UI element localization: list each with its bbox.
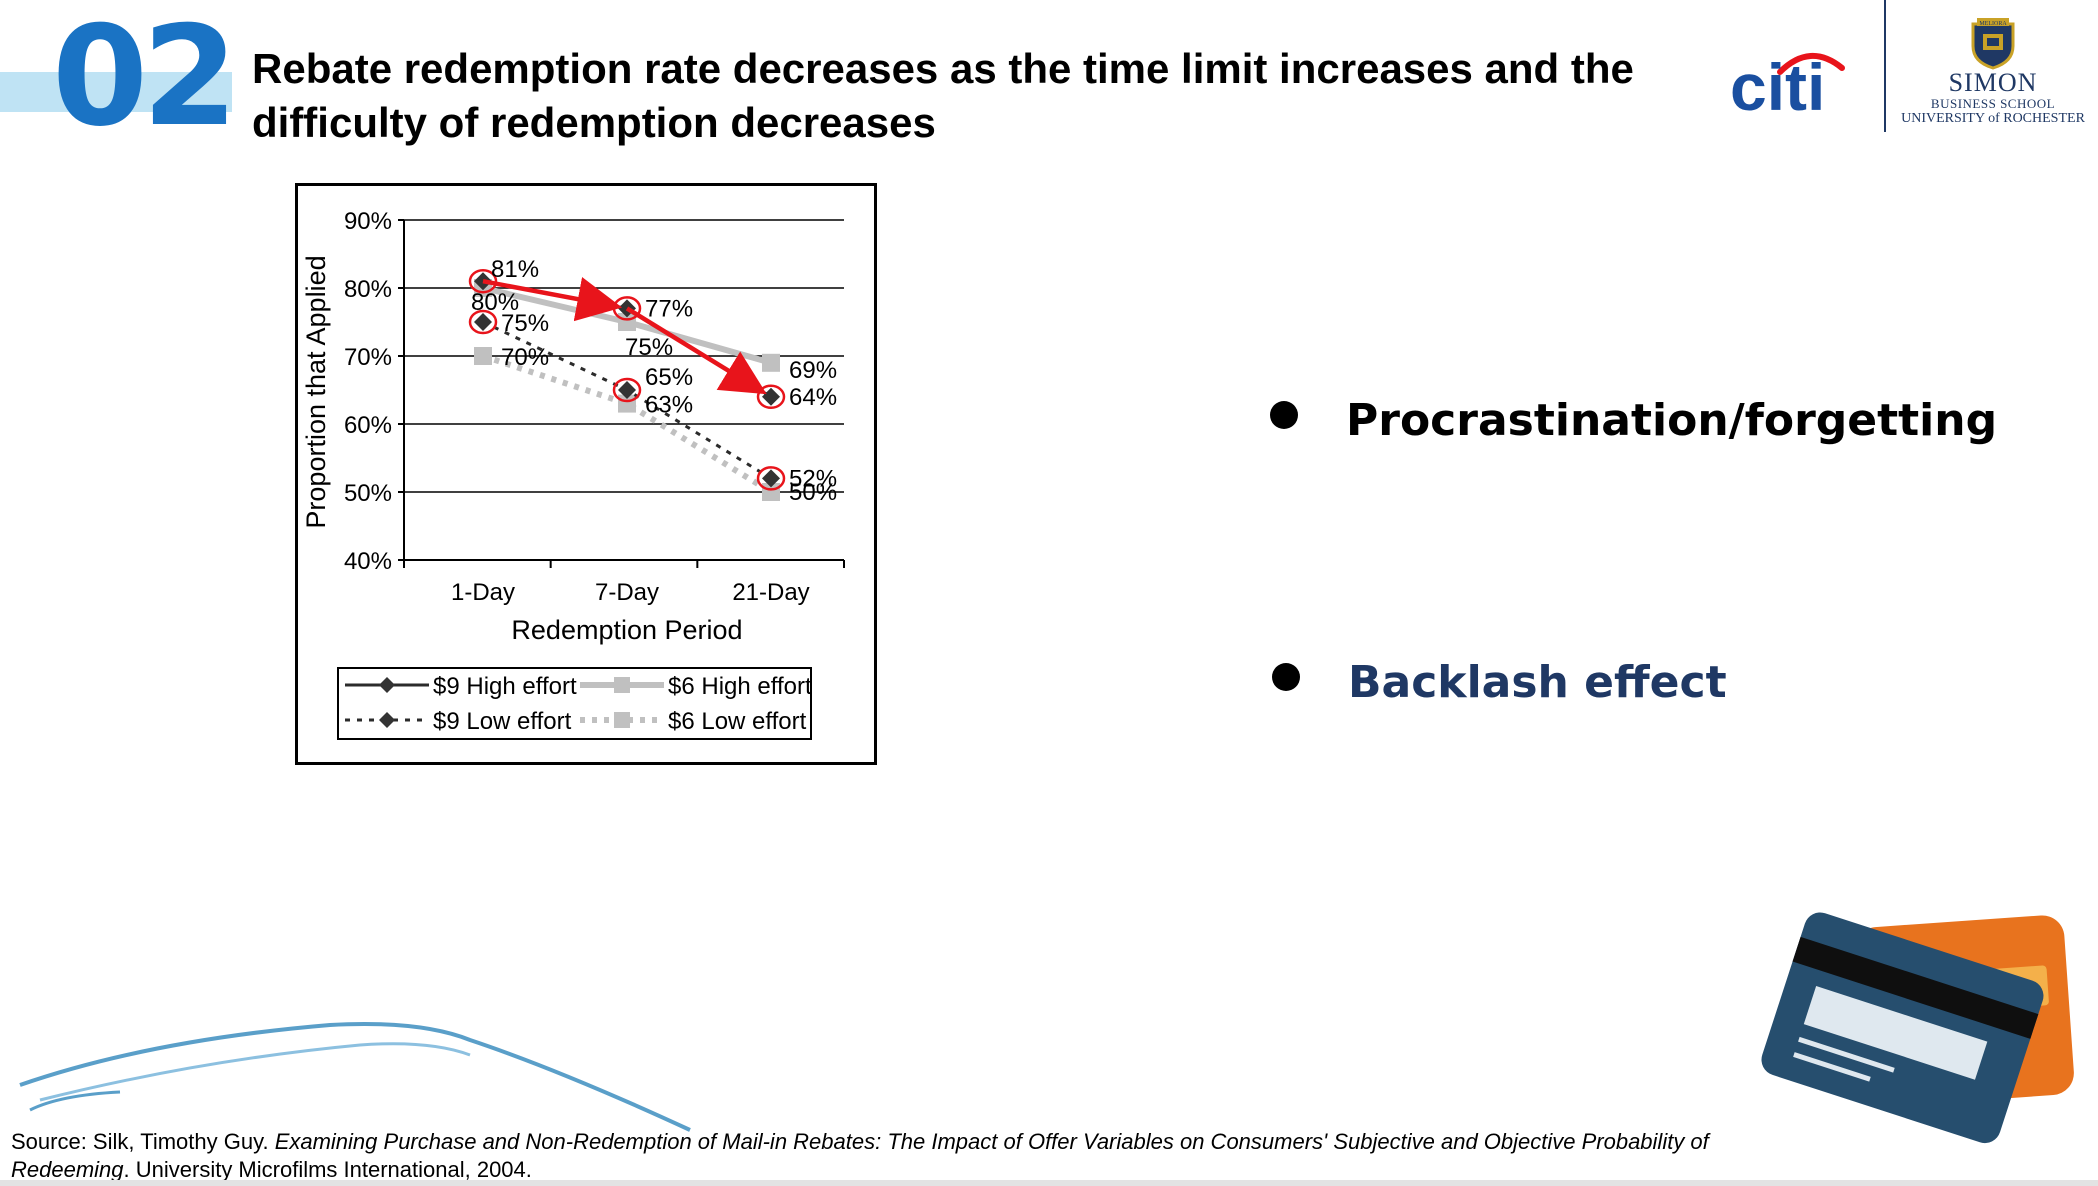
red-highlight-circle (756, 384, 786, 410)
line-chart: 40% 50% 60% 70% 80% 90% 1-Day 7-Day 21-Day 81% 77… (301, 208, 845, 740)
y-tick-label: 90% (344, 208, 392, 235)
source-title: Examining Purchase and Non-Redemption of… (11, 1129, 1709, 1182)
legend-square-icon (614, 677, 630, 693)
y-tick-label: 70% (344, 344, 392, 371)
data-point-square (474, 347, 492, 365)
credit-card-illustration (1761, 912, 2074, 1144)
simon-name: SIMON (1948, 68, 2038, 97)
bullet-item-procrastination: Procrastination/forgetting (1270, 395, 1997, 446)
bullet-item-backlash: Backlash effect (1272, 657, 1727, 708)
data-point-diamond (762, 469, 780, 488)
legend-square-icon (614, 712, 630, 728)
citi-logo: citi (1730, 50, 1845, 118)
red-highlight-circle (468, 309, 498, 335)
x-tick-label: 7-Day (595, 579, 659, 606)
legend-box (337, 667, 812, 740)
citi-logo-text: citi (1730, 50, 1825, 118)
chart-axes: 40% 50% 60% 70% 80% 90% 1-Day 7-Day 21-Day (344, 208, 845, 606)
data-label: 52% (789, 465, 837, 492)
data-label: 63% (645, 392, 693, 419)
x-tick-label: 21-Day (732, 579, 809, 606)
red-trend-arrow (482, 277, 623, 322)
x-axis-title: Redemption Period (511, 615, 742, 645)
bullet-label: Procrastination/forgetting (1346, 395, 1998, 446)
simon-business-school-logo: MELIORA SIMON BUSINESS SCHOOL UNIVERSITY… (1898, 14, 2088, 132)
blue-card-icon (1761, 912, 2044, 1144)
data-label: 77% (645, 295, 693, 322)
red-highlight-circle (612, 296, 642, 321)
red-highlight-circle (756, 466, 786, 491)
university-crest-icon: MELIORA (1971, 18, 2015, 70)
data-point-diamond (618, 381, 636, 399)
legend-label: $6 Low effort (668, 708, 807, 735)
x-tick-label: 1-Day (451, 579, 515, 606)
y-tick-label: 60% (344, 412, 392, 439)
svg-text:MELIORA: MELIORA (1979, 21, 2007, 27)
legend-diamond-icon (379, 712, 395, 728)
data-label: 70% (501, 344, 549, 371)
data-point-diamond (474, 313, 492, 331)
red-highlight-circle (468, 268, 498, 294)
citi-arc-icon (1777, 52, 1845, 75)
legend-label: $9 High effort (433, 673, 577, 700)
y-axis-title: Proportion that Applied (301, 255, 331, 528)
data-label: 50% (789, 479, 837, 506)
red-trend-arrow (625, 306, 767, 395)
slide-title: Rebate redemption rate decreases as the … (252, 45, 1634, 146)
chart-legend: $9 High effort $6 High effort $9 Low effor… (337, 667, 812, 740)
chart-annotations (468, 268, 786, 491)
y-tick-label: 80% (344, 276, 392, 303)
data-label: 75% (501, 310, 549, 337)
red-highlight-circle (612, 377, 642, 403)
data-label: 64% (789, 384, 837, 411)
slide-number: 02 (52, 0, 238, 157)
data-label: 80% (471, 289, 519, 316)
source-citation: Source: Silk, Timothy Guy. Examining Pur… (11, 1128, 1711, 1184)
footer-rule (0, 1180, 2098, 1186)
data-point-square (762, 353, 780, 372)
source-suffix: . University Microfilms International, 2… (123, 1157, 532, 1182)
legend-label: $6 High effort (668, 673, 812, 700)
data-label: 69% (789, 357, 837, 384)
bullet-dot-icon (1270, 401, 1298, 429)
legend-diamond-icon (379, 677, 395, 693)
simon-school: BUSINESS SCHOOL (1930, 96, 2056, 111)
y-tick-label: 50% (344, 480, 392, 507)
bullet-label: Backlash effect (1348, 657, 1727, 708)
chart-series (474, 272, 780, 501)
simon-university: UNIVERSITY of ROCHESTER (1901, 111, 2085, 126)
data-label: 65% (645, 364, 693, 391)
data-label: 75% (625, 334, 673, 361)
data-label: 81% (491, 256, 539, 283)
data-point-diamond (762, 387, 780, 406)
chart-data-labels: 81%77%64%80%75%69%75%65%52%70%63%50% (471, 256, 837, 506)
chart-frame: 40% 50% 60% 70% 80% 90% 1-Day 7-Day 21-Day 81% 77… (295, 183, 877, 765)
series-line (482, 353, 773, 495)
source-prefix: Source: Silk, Timothy Guy. (11, 1129, 275, 1154)
slide-number-band (0, 72, 232, 112)
bullet-dot-icon (1272, 663, 1300, 691)
y-tick-label: 40% (344, 548, 392, 575)
car-outline-decoration (19, 1022, 691, 1132)
legend-label: $9 Low effort (433, 708, 572, 735)
logo-divider (1884, 0, 1886, 132)
